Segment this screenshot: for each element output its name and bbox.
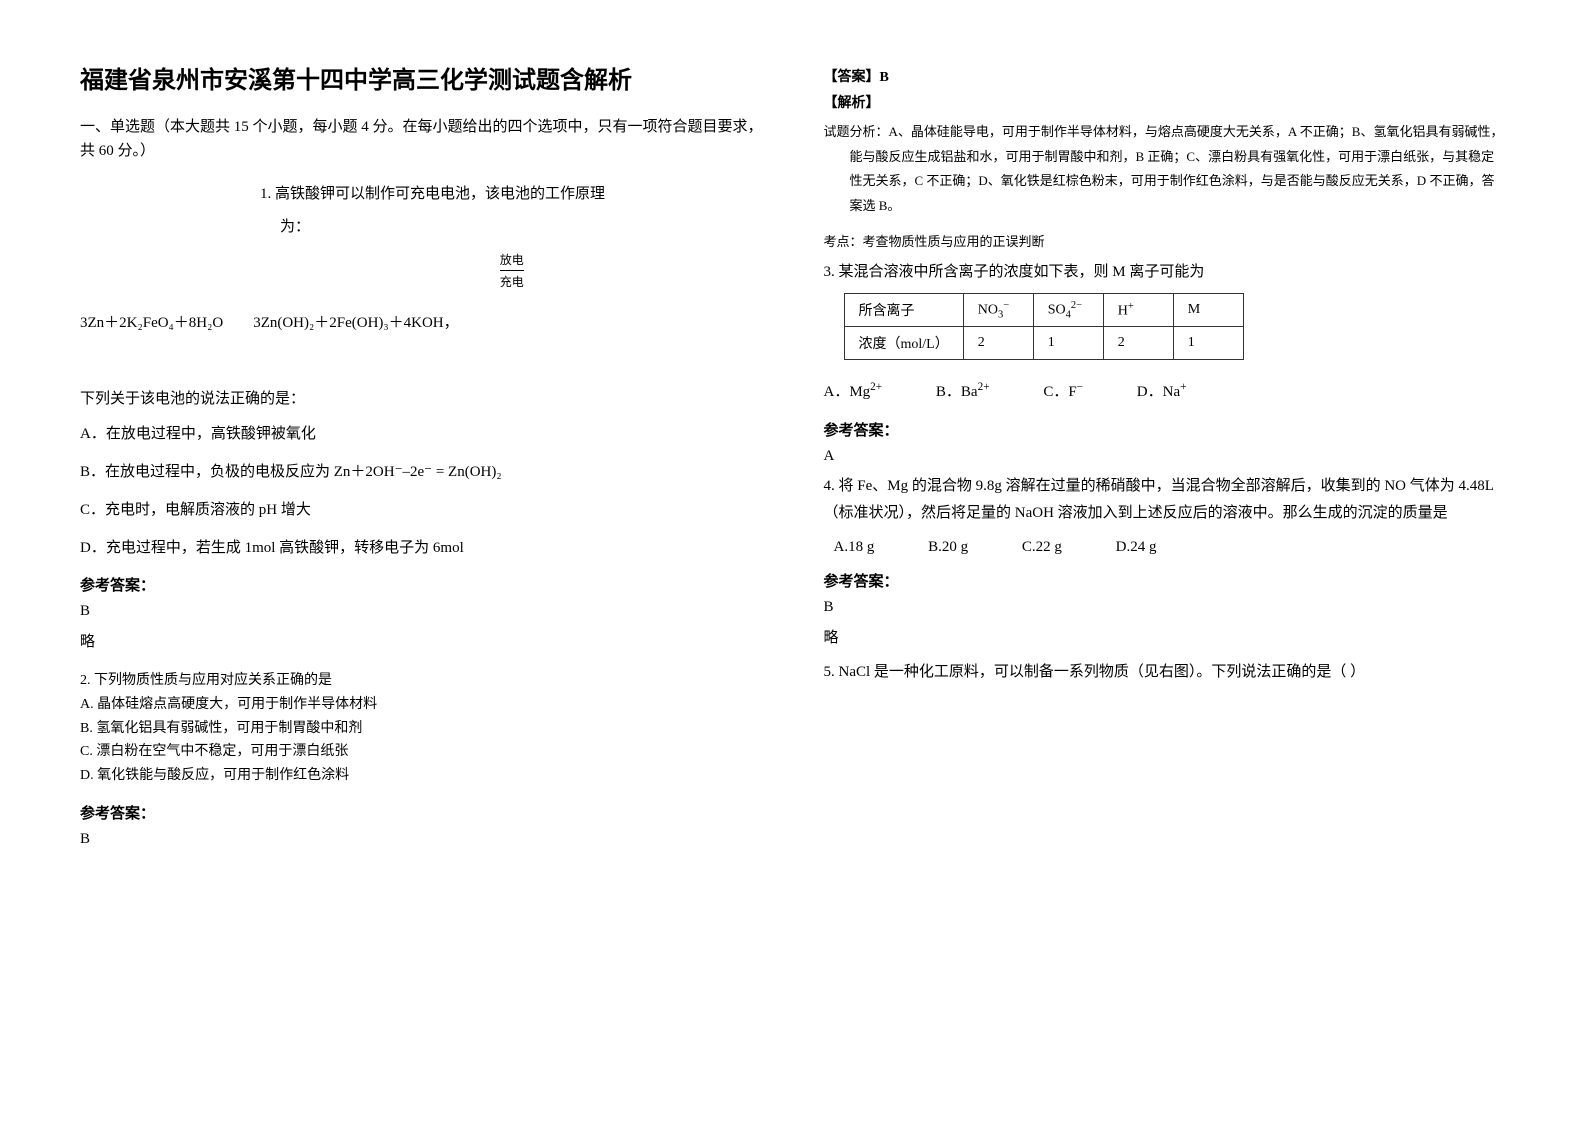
q1-line2: 为： [280,214,764,241]
q1-answer: B [80,603,764,620]
q1-prompt: 下列关于该电池的说法正确的是： [80,387,764,408]
th-1: NO3− [963,293,1033,326]
q3-opt-c: C．F− [1043,384,1083,400]
q4-opt-a: A.18 g [834,539,875,555]
q2-opt-b: B. 氢氧化铝具有弱碱性，可用于制胃酸中和剂 [80,717,764,741]
q2-answer-head: 【答案】B [824,66,1508,86]
q3-opt-b: B．Ba2+ [936,384,990,400]
td-2: 2 [1103,327,1173,360]
q1-equation: 3Zn＋2K₂FeO₄＋8H₂O 3Zn(OH)₂＋2Fe(OH)₃＋4KOH， [80,311,764,332]
td-1: 1 [1033,327,1103,360]
th-0: 所含离子 [844,293,963,326]
q1-line1: 1. 高铁酸钾可以制作可充电电池，该电池的工作原理 [260,181,764,208]
q4-opt-b: B.20 g [928,539,968,555]
q3-answer-label: 参考答案： [824,419,1508,440]
q3-answer: A [824,448,1508,465]
q2-analysis-head: 【解析】 [824,92,1508,112]
td-0: 2 [963,327,1033,360]
q1-answer-label: 参考答案： [80,574,764,595]
q2-opt-a: A. 晶体硅熔点高硬度大，可用于制作半导体材料 [80,693,764,717]
q4-options: A.18 g B.20 g C.22 g D.24 g [824,539,1508,556]
q4-answer: B [824,599,1508,616]
ion-table: 所含离子 NO3− SO42− H+ M 浓度（mol/L） 2 1 2 1 [844,293,1244,360]
q1-opt-d: D．充电过程中，若生成 1mol 高铁酸钾，转移电子为 6mol [80,536,764,560]
q2-opt-d: D. 氧化铁能与酸反应，可用于制作红色涂料 [80,764,764,788]
equation-right: 3Zn(OH)₂＋2Fe(OH)₃＋4KOH， [253,315,458,331]
q4-answer-label: 参考答案： [824,570,1508,591]
equation-left: 3Zn＋2K₂FeO₄＋8H₂O [80,315,223,331]
q4-opt-d: D.24 g [1116,539,1157,555]
table-data-row: 浓度（mol/L） 2 1 2 1 [844,327,1243,360]
q4-text: 4. 将 Fe、Mg 的混合物 9.8g 溶解在过量的稀硝酸中，当混合物全部溶解… [824,473,1508,527]
td-label: 浓度（mol/L） [844,327,963,360]
q2-kaodian: 考点：考查物质性质与应用的正误判断 [824,231,1508,250]
q1-opt-b: B．在放电过程中，负极的电极反应为 Zn＋2OH⁻–2e⁻ = Zn(OH)₂ [80,460,764,484]
q2-answer: B [80,831,764,848]
reaction-arrow: 放电 充电 [260,251,764,291]
arrow-bottom-label: 充电 [500,271,524,290]
q2-answer-label: 参考答案： [80,802,764,823]
th-2: SO42− [1033,293,1103,326]
left-column: 福建省泉州市安溪第十四中学高三化学测试题含解析 一、单选题（本大题共 15 个小… [50,60,794,1062]
table-header-row: 所含离子 NO3− SO42− H+ M [844,293,1243,326]
q2-block: 2. 下列物质性质与应用对应关系正确的是 A. 晶体硅熔点高硬度大，可用于制作半… [80,669,764,788]
q3-opt-a: A．Mg2+ [824,384,883,400]
q2-analysis-body: 试题分析：A、晶体硅能导电，可用于制作半导体材料，与熔点高硬度大无关系，A 不正… [824,120,1508,219]
right-column: 【答案】B 【解析】 试题分析：A、晶体硅能导电，可用于制作半导体材料，与熔点高… [794,60,1538,1062]
q3-options: A．Mg2+ B．Ba2+ C．F− D．Na+ [824,380,1508,401]
q1-opt-c: C．充电时，电解质溶液的 pH 增大 [80,498,764,522]
q3-opt-d: D．Na+ [1137,384,1187,400]
q2-intro: 2. 下列物质性质与应用对应关系正确的是 [80,669,764,693]
th-3: H+ [1103,293,1173,326]
td-3: 1 [1173,327,1243,360]
page-title: 福建省泉州市安溪第十四中学高三化学测试题含解析 [80,60,764,95]
q1-opt-a: A．在放电过程中，高铁酸钾被氧化 [80,422,764,446]
th-4: M [1173,293,1243,326]
q5-text: 5. NaCl 是一种化工原料，可以制备一系列物质（见右图）。下列说法正确的是（… [824,659,1508,686]
q2-opt-c: C. 漂白粉在空气中不稳定，可用于漂白纸张 [80,740,764,764]
q4-opt-c: C.22 g [1022,539,1062,555]
section-intro: 一、单选题（本大题共 15 个小题，每小题 4 分。在每小题给出的四个选项中，只… [80,115,764,163]
q1-omit: 略 [80,630,764,651]
q4-omit: 略 [824,626,1508,647]
arrow-top-label: 放电 [500,251,524,271]
q3-intro: 3. 某混合溶液中所含离子的浓度如下表，则 M 离子可能为 [824,260,1508,281]
